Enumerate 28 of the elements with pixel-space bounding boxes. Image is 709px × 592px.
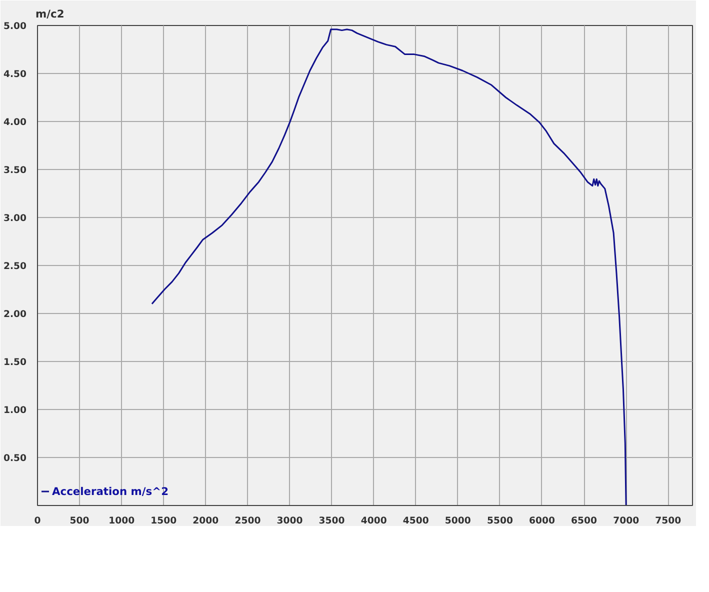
y-tick-label: 2.00 xyxy=(3,309,28,320)
y-tick-label: 3.00 xyxy=(3,213,28,224)
x-tick-label: 500 xyxy=(70,516,90,526)
x-tick-label: 1000 xyxy=(108,516,136,526)
x-tick-label: 4000 xyxy=(360,516,388,526)
x-tick-label: 7500 xyxy=(655,516,682,526)
y-tick-label: 5.00 xyxy=(3,21,28,32)
x-tick-label: 1500 xyxy=(150,516,178,526)
x-tick-label: 4500 xyxy=(402,516,430,526)
x-tick-label: 6500 xyxy=(571,516,598,526)
y-tick-label: 3.50 xyxy=(3,165,28,176)
legend-label: Acceleration m/s^2 xyxy=(52,484,168,498)
x-tick-label: 3000 xyxy=(276,516,304,526)
x-tick-label: 3500 xyxy=(318,516,346,526)
y-tick-label: 1.50 xyxy=(3,357,28,368)
x-tick-label: 2500 xyxy=(234,516,262,526)
x-tick-label: 7000 xyxy=(613,516,640,526)
x-tick-label: 5000 xyxy=(444,516,472,526)
y-tick-label: 4.00 xyxy=(3,117,28,128)
x-tick-label: 6000 xyxy=(529,516,556,526)
x-tick-label: 2000 xyxy=(192,516,220,526)
x-tick-label: 5500 xyxy=(486,516,514,526)
y-tick-label: 1.00 xyxy=(3,405,28,416)
y-tick-label: 4.50 xyxy=(3,69,28,80)
y-tick-label: 0.50 xyxy=(3,453,28,464)
y-tick-label: 2.50 xyxy=(3,261,28,272)
x-tick-label: 0 xyxy=(34,516,42,526)
y-axis-title: m/c2 xyxy=(36,8,64,20)
